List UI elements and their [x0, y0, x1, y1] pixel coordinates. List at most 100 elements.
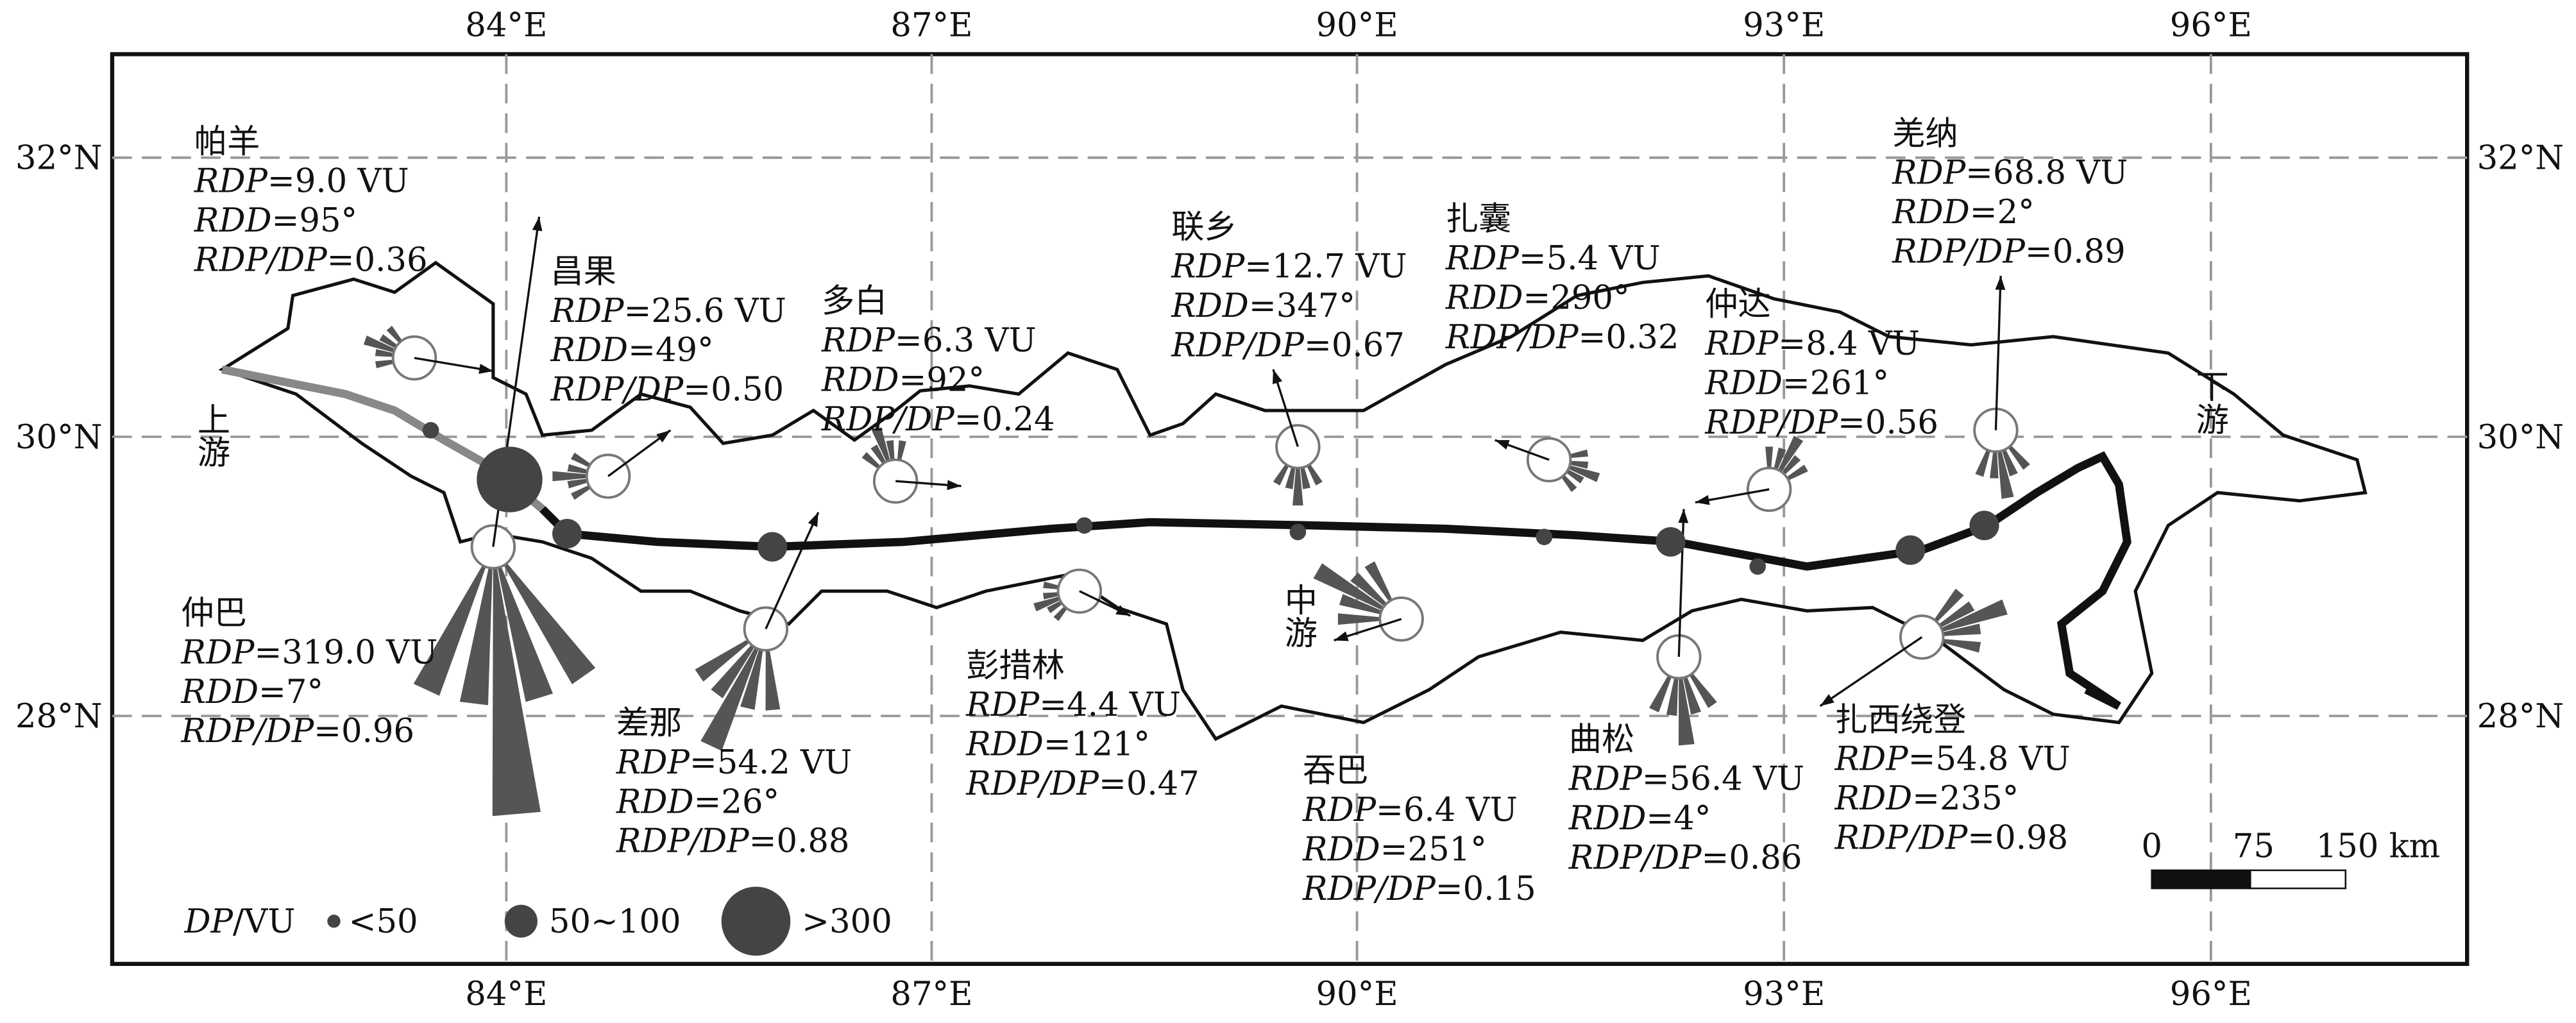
rose-circle [470, 524, 516, 570]
station-stat: RDP=4.4 VU [965, 686, 1181, 724]
stat-key: RDP/DP [180, 712, 314, 750]
arrow-head [1695, 495, 1710, 505]
stat-key: RDP/DP [965, 765, 1099, 803]
stat-value: =56.4 VU [1642, 759, 1804, 798]
stat-key: RDD [1835, 779, 1913, 818]
stat-key: RDP/DP [821, 400, 955, 439]
arrow-head [656, 430, 671, 443]
arrow-head [532, 216, 543, 232]
lon-label: 87°E [890, 6, 972, 44]
station-stat: RDP=54.2 VU [616, 743, 852, 782]
station-stat: RDP/DP=0.67 [1171, 326, 1405, 365]
arrow-head [947, 480, 962, 491]
lon-label: 90°E [1316, 975, 1398, 1013]
stat-value: =0.98 [1967, 819, 2068, 858]
stat-value: =0.56 [1838, 403, 1938, 442]
lat-label: 32°N [2477, 139, 2564, 178]
station-name: 差那 [616, 704, 682, 742]
lat-label: 30°N [15, 418, 103, 457]
stat-key: RDP [550, 292, 625, 330]
station-stat: RDP/DP=0.47 [965, 765, 1199, 803]
station-stat: RDD=235° [1835, 779, 2019, 818]
station-stat: RDP/DP=0.89 [1892, 233, 2126, 271]
stat-value: =251° [1380, 831, 1487, 869]
scale-label: 150 km [2316, 827, 2441, 865]
stat-key: RDD [194, 201, 272, 240]
rose-petal [492, 546, 541, 816]
lat-label: 28°N [2477, 697, 2564, 736]
stat-value: =0.86 [1702, 838, 1802, 877]
stat-value: =5.4 VU [1519, 239, 1661, 278]
station-stat: RDP/DP=0.15 [1302, 870, 1536, 908]
stat-value: =0.36 [327, 241, 428, 279]
stat-key: RDP [1302, 791, 1377, 829]
stat-key: RDD [1302, 831, 1380, 869]
station-stat: RDP=5.4 VU [1445, 239, 1661, 278]
rose-petal [1313, 563, 1402, 620]
station-stat: RDD=290° [1445, 278, 1630, 317]
station-stat: RDD=347° [1171, 287, 1355, 325]
stat-key: RDP [194, 162, 269, 201]
stat-value: =2° [1970, 193, 2035, 232]
stat-key: RDD [965, 725, 1044, 764]
lat-label: 30°N [2477, 418, 2564, 457]
stat-key: RDD [1892, 193, 1970, 232]
stat-key: RDP/DP [1302, 870, 1436, 908]
stat-value: =0.96 [314, 712, 414, 750]
lat-label: 32°N [15, 139, 103, 178]
station-stat: RDD=4° [1568, 799, 1711, 838]
rose-petal [413, 546, 493, 696]
rose-petal [552, 471, 609, 482]
station-name: 仲巴 [181, 594, 246, 632]
station-stat: RDP/DP=0.98 [1835, 819, 2069, 858]
station-stat: RDP/DP=0.24 [821, 400, 1055, 439]
station-stat: RDD=49° [550, 331, 713, 369]
lon-label: 84°E [465, 6, 547, 44]
legend-label: 50~100 [549, 902, 681, 941]
stat-value: =92° [899, 360, 985, 399]
stat-key: RDP [180, 633, 255, 672]
stat-key: RDP [1171, 248, 1246, 286]
station-stat: RDP=25.6 VU [550, 292, 786, 330]
stat-value: =9.0 VU [267, 162, 409, 201]
station-name: 仲达 [1705, 285, 1770, 324]
station-name: 扎囊 [1446, 199, 1511, 238]
gauge-dot [422, 421, 439, 439]
stat-key: RDP/DP [1892, 233, 2026, 271]
arrow-head [1678, 509, 1689, 523]
legend-unit: /VU [233, 902, 295, 941]
stat-value: =0.15 [1436, 870, 1536, 908]
stations [363, 216, 2030, 816]
rose-petal [1337, 613, 1402, 625]
station-stat: RDP/DP=0.96 [180, 712, 414, 750]
stat-value: =8.4 VU [1778, 325, 1920, 363]
station-stat: RDD=251° [1302, 831, 1487, 869]
stat-value: =7° [258, 673, 323, 711]
stat-value: =0.47 [1099, 765, 1199, 803]
stat-value: =235° [1912, 779, 2019, 818]
stat-value: =347° [1249, 287, 1355, 325]
stat-value: =54.8 VU [1908, 740, 2071, 779]
station-stat: RDP/DP=0.88 [616, 822, 850, 861]
rose-petal [1292, 446, 1303, 506]
station-name: 帕羊 [194, 123, 260, 161]
station-stat: RDP=319.0 VU [180, 633, 437, 672]
main-river [539, 451, 2131, 710]
station-name: 彭措林 [966, 647, 1065, 685]
rose-petal [493, 546, 554, 702]
station-stat: RDP=6.3 VU [821, 321, 1037, 360]
stat-value: =0.88 [749, 822, 850, 861]
scale-label: 75 [2233, 827, 2275, 865]
lon-label: 87°E [890, 975, 972, 1013]
basin-outline [218, 260, 2368, 741]
stat-value: =0.32 [1579, 318, 1679, 357]
scale-bar [2151, 869, 2347, 890]
station-stat: RDP=68.8 VU [1892, 154, 2128, 192]
stat-key: RDP [1445, 239, 1520, 278]
station-stat: RDP=56.4 VU [1568, 759, 1804, 798]
station-stat: RDD=92° [821, 360, 985, 399]
legend-label: >300 [802, 902, 892, 941]
stat-key: RDP/DP [1171, 326, 1305, 365]
stat-key: RDD [1704, 364, 1783, 402]
rose-petal [459, 546, 493, 706]
